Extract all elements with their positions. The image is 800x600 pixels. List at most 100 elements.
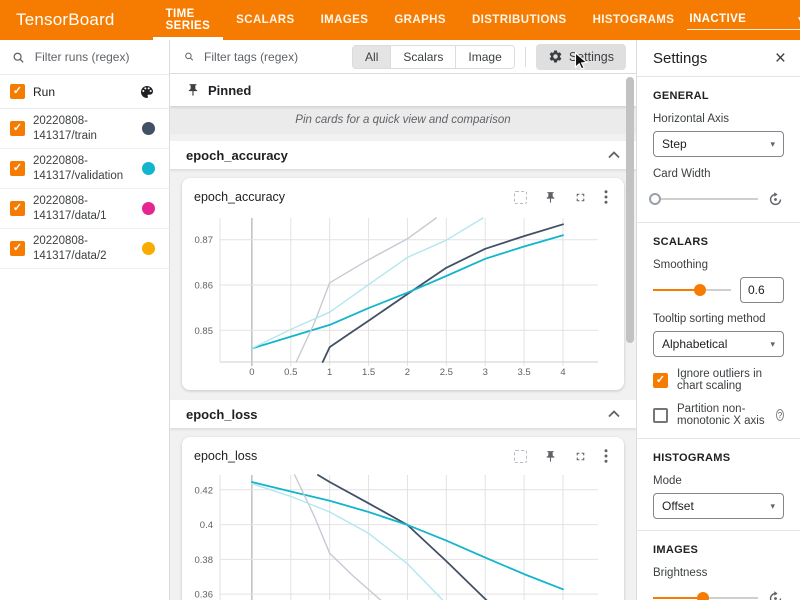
fit-to-data-icon[interactable] (514, 449, 527, 463)
card-width-slider[interactable] (649, 192, 758, 206)
section-header-epoch-accuracy[interactable]: epoch_accuracy (170, 141, 636, 170)
fullscreen-icon[interactable] (574, 191, 587, 204)
runs-list-header: ✓ Run (0, 75, 169, 109)
card-width-label: Card Width (653, 168, 711, 180)
tab-time-series[interactable]: TIME SERIES (152, 0, 224, 40)
cards-scroll-area: Pinned Pin cards for a quick view and co… (170, 74, 636, 600)
run-row-train[interactable]: ✓ 20220808-141317/train (0, 109, 169, 149)
horizontal-axis-value: Step (662, 137, 687, 151)
general-heading: GENERAL (653, 90, 709, 102)
card-title: epoch_loss (194, 449, 258, 463)
tab-graphs[interactable]: GRAPHS (394, 14, 446, 26)
runs-column-label: Run (33, 84, 56, 99)
ignore-outliers-row[interactable]: ✓ Ignore outliers in chart scaling (653, 368, 784, 392)
tags-filter-input[interactable] (202, 48, 353, 65)
ignore-outliers-checkbox[interactable]: ✓ (653, 372, 668, 388)
run-checkbox[interactable]: ✓ (10, 241, 25, 256)
smoothing-input[interactable] (740, 277, 784, 303)
settings-panel: Settings × GENERAL Horizontal Axis Step … (636, 40, 800, 600)
smoothing-row (653, 277, 784, 303)
horizontal-axis-label: Horizontal Axis (653, 113, 730, 125)
run-color-dot[interactable] (142, 122, 155, 135)
svg-text:0.86: 0.86 (195, 281, 214, 292)
run-color-dot[interactable] (142, 162, 155, 175)
scalar-card-epoch-accuracy: epoch_accuracy 0 0.5 1 1.5 2 2.5 3 3.5 4 0.85 0.86… (182, 178, 624, 390)
run-color-dot[interactable] (142, 202, 155, 215)
smoothing-slider[interactable] (653, 283, 731, 297)
epoch-loss-chart[interactable]: 00.511.522.533.540.360.380.40.42 (194, 469, 600, 600)
epoch-accuracy-chart[interactable]: 0 0.5 1 1.5 2 2.5 3 3.5 4 0.85 0.86 0.87 (194, 210, 600, 382)
run-name: 20220808-141317/data/1 (33, 194, 107, 222)
run-checkbox[interactable]: ✓ (10, 161, 25, 176)
run-color-dot[interactable] (142, 242, 155, 255)
fullscreen-icon[interactable] (574, 450, 587, 463)
chip-image[interactable]: Image (455, 45, 514, 68)
partition-x-axis-label: Partition non-monotonic X axis? (677, 403, 784, 427)
chip-histogram[interactable]: Histogram (513, 45, 515, 68)
histogram-mode-select[interactable]: Offset ▾ (653, 493, 784, 519)
select-all-runs-checkbox[interactable]: ✓ (10, 84, 25, 99)
run-row-validation[interactable]: ✓ 20220808-141317/validation (0, 149, 169, 189)
run-row-data-1[interactable]: ✓ 20220808-141317/data/1 (0, 189, 169, 229)
tags-toolbar: All Scalars Image Histogram Settings (170, 40, 636, 74)
tooltip-sorting-label: Tooltip sorting method (653, 313, 766, 325)
run-checkbox[interactable]: ✓ (10, 121, 25, 136)
section-divider (637, 438, 800, 439)
brightness-slider[interactable] (653, 591, 758, 600)
chip-all[interactable]: All (353, 45, 391, 68)
palette-icon[interactable] (139, 84, 155, 100)
chevron-up-icon[interactable] (608, 151, 620, 159)
partition-x-axis-checkbox[interactable]: ✓ (653, 407, 668, 423)
card-header: epoch_loss (194, 443, 612, 469)
chevron-down-icon: ▾ (770, 338, 775, 349)
horizontal-axis-select[interactable]: Step ▾ (653, 131, 784, 157)
partition-x-axis-row[interactable]: ✓ Partition non-monotonic X axis? (653, 403, 784, 427)
histogram-mode-label: Mode (653, 475, 682, 487)
svg-text:0.4: 0.4 (200, 520, 213, 531)
settings-button[interactable]: Settings (535, 43, 626, 70)
chevron-down-icon: ▾ (770, 138, 775, 149)
histogram-mode-value: Offset (662, 499, 694, 513)
close-icon[interactable]: × (774, 47, 786, 69)
tab-distributions[interactable]: DISTRIBUTIONS (471, 14, 567, 26)
reset-icon[interactable] (767, 590, 784, 600)
reset-icon[interactable] (767, 191, 784, 208)
section-divider (637, 222, 800, 223)
pin-icon[interactable] (544, 450, 557, 463)
fit-to-data-icon[interactable] (514, 190, 527, 204)
pinned-section-header: Pinned (170, 74, 636, 106)
chip-scalars[interactable]: Scalars (390, 45, 456, 68)
svg-text:3: 3 (483, 367, 488, 378)
runs-filter-input[interactable] (32, 49, 157, 65)
reload-status-select[interactable]: INACTIVE ▾ (687, 10, 800, 30)
svg-text:0.5: 0.5 (284, 367, 297, 378)
card-actions (514, 449, 612, 463)
run-checkbox[interactable]: ✓ (10, 201, 25, 216)
more-options-icon[interactable] (604, 449, 608, 463)
more-options-icon[interactable] (604, 190, 608, 204)
pinned-empty-message: Pin cards for a quick view and compariso… (295, 114, 511, 126)
help-icon[interactable]: ? (775, 409, 784, 421)
main-nav: TIME SERIES SCALARS IMAGES GRAPHS DISTRI… (152, 0, 688, 40)
tab-images[interactable]: IMAGES (320, 14, 369, 26)
tab-histograms[interactable]: HISTOGRAMS (592, 14, 675, 26)
main-scrollbar[interactable] (626, 77, 634, 343)
svg-text:1.5: 1.5 (362, 367, 375, 378)
section-header-epoch-loss[interactable]: epoch_loss (170, 400, 636, 429)
run-row-data-2[interactable]: ✓ 20220808-141317/data/2 (0, 229, 169, 269)
svg-text:0.42: 0.42 (195, 485, 214, 496)
chevron-up-icon[interactable] (608, 410, 620, 418)
gear-icon (549, 50, 562, 63)
pinned-empty-strip: Pin cards for a quick view and compariso… (170, 106, 636, 134)
card-actions (514, 190, 612, 204)
section-title: epoch_accuracy (186, 147, 288, 163)
scalars-heading: SCALARS (653, 236, 709, 248)
app-body: ✓ Run ✓ 20220808-141317/train ✓ 20220808… (0, 40, 800, 600)
runs-filter-row (0, 40, 169, 75)
header-actions: INACTIVE ▾ ? (687, 10, 800, 30)
card-header: epoch_accuracy (194, 184, 612, 210)
search-icon (185, 52, 194, 61)
tooltip-sorting-select[interactable]: Alphabetical ▾ (653, 331, 784, 357)
tab-scalars[interactable]: SCALARS (236, 14, 295, 26)
pin-icon[interactable] (544, 191, 557, 204)
